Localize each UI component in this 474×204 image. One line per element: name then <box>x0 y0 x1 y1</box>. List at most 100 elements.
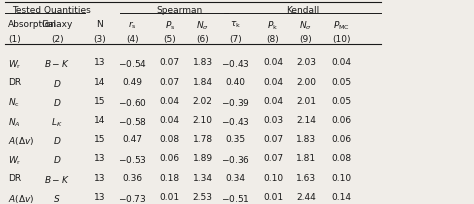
Text: $-0.60$: $-0.60$ <box>118 96 147 107</box>
Text: 0.10: 0.10 <box>263 173 283 182</box>
Text: (4): (4) <box>126 35 138 44</box>
Text: $B-K$: $B-K$ <box>44 58 70 69</box>
Text: $N_A$: $N_A$ <box>8 115 20 128</box>
Text: 13: 13 <box>93 154 105 163</box>
Text: 0.49: 0.49 <box>122 77 142 86</box>
Text: 0.01: 0.01 <box>160 192 180 201</box>
Text: DR: DR <box>8 173 21 182</box>
Text: Kendall: Kendall <box>286 6 319 15</box>
Text: 0.05: 0.05 <box>331 77 351 86</box>
Text: $A(\Delta v)$: $A(\Delta v)$ <box>8 135 34 146</box>
Text: 0.14: 0.14 <box>331 192 351 201</box>
Text: 0.04: 0.04 <box>263 96 283 105</box>
Text: $D$: $D$ <box>53 154 61 165</box>
Text: 1.78: 1.78 <box>192 135 213 144</box>
Text: 0.04: 0.04 <box>160 96 180 105</box>
Text: 0.40: 0.40 <box>226 77 246 86</box>
Text: 1.81: 1.81 <box>296 154 316 163</box>
Text: $D$: $D$ <box>53 135 61 145</box>
Text: 0.06: 0.06 <box>331 115 351 124</box>
Text: $-0.58$: $-0.58$ <box>118 115 147 126</box>
Text: 0.36: 0.36 <box>122 173 142 182</box>
Text: 1.83: 1.83 <box>192 58 213 67</box>
Text: 15: 15 <box>93 135 105 144</box>
Text: 0.08: 0.08 <box>331 154 351 163</box>
Text: 0.06: 0.06 <box>331 135 351 144</box>
Text: $W_{\mathrm{r}}$: $W_{\mathrm{r}}$ <box>8 58 21 70</box>
Text: 14: 14 <box>94 77 105 86</box>
Text: Absorption: Absorption <box>8 20 57 29</box>
Text: $W_{\mathrm{r}}$: $W_{\mathrm{r}}$ <box>8 154 21 166</box>
Text: 2.03: 2.03 <box>296 58 316 67</box>
Text: $S$: $S$ <box>54 192 61 203</box>
Text: 0.04: 0.04 <box>263 77 283 86</box>
Text: (1): (1) <box>8 35 20 44</box>
Text: 0.08: 0.08 <box>160 135 180 144</box>
Text: 13: 13 <box>93 173 105 182</box>
Text: (6): (6) <box>196 35 209 44</box>
Text: $-0.43$: $-0.43$ <box>221 115 250 126</box>
Text: 2.00: 2.00 <box>296 77 316 86</box>
Text: 0.18: 0.18 <box>160 173 180 182</box>
Text: 2.44: 2.44 <box>296 192 316 201</box>
Text: (10): (10) <box>332 35 350 44</box>
Text: 0.10: 0.10 <box>331 173 351 182</box>
Text: 0.05: 0.05 <box>331 96 351 105</box>
Text: $N_\sigma$: $N_\sigma$ <box>300 20 312 32</box>
Text: 2.53: 2.53 <box>192 192 213 201</box>
Text: N: N <box>96 20 103 29</box>
Text: $-0.73$: $-0.73$ <box>118 192 146 203</box>
Text: 0.35: 0.35 <box>226 135 246 144</box>
Text: 1.84: 1.84 <box>192 77 213 86</box>
Text: $N_{\mathrm{c}}$: $N_{\mathrm{c}}$ <box>8 96 20 109</box>
Text: 0.04: 0.04 <box>160 115 180 124</box>
Text: 0.07: 0.07 <box>263 154 283 163</box>
Text: $-0.43$: $-0.43$ <box>221 58 250 69</box>
Text: 0.06: 0.06 <box>160 154 180 163</box>
Text: (8): (8) <box>267 35 280 44</box>
Text: $B-K$: $B-K$ <box>44 173 70 184</box>
Text: 0.01: 0.01 <box>263 192 283 201</box>
Text: $-0.36$: $-0.36$ <box>221 154 250 165</box>
Text: $-0.53$: $-0.53$ <box>118 154 146 165</box>
Text: 1.83: 1.83 <box>296 135 316 144</box>
Text: 2.14: 2.14 <box>296 115 316 124</box>
Text: Galaxy: Galaxy <box>41 20 73 29</box>
Text: (3): (3) <box>93 35 106 44</box>
Text: $D$: $D$ <box>53 77 61 88</box>
Text: 2.02: 2.02 <box>193 96 212 105</box>
Text: (2): (2) <box>51 35 64 44</box>
Text: 1.63: 1.63 <box>296 173 316 182</box>
Text: $-0.39$: $-0.39$ <box>221 96 250 107</box>
Text: $-0.54$: $-0.54$ <box>118 58 147 69</box>
Text: 2.10: 2.10 <box>192 115 213 124</box>
Text: (5): (5) <box>164 35 176 44</box>
Text: 1.34: 1.34 <box>192 173 213 182</box>
Text: 0.07: 0.07 <box>160 77 180 86</box>
Text: 0.34: 0.34 <box>226 173 246 182</box>
Text: 0.04: 0.04 <box>263 58 283 67</box>
Text: $A(\Delta v)$: $A(\Delta v)$ <box>8 192 34 204</box>
Text: $D$: $D$ <box>53 96 61 107</box>
Text: $-0.51$: $-0.51$ <box>221 192 250 203</box>
Text: (7): (7) <box>229 35 242 44</box>
Text: 0.47: 0.47 <box>122 135 142 144</box>
Text: 2.01: 2.01 <box>296 96 316 105</box>
Text: 14: 14 <box>94 115 105 124</box>
Text: $N_\sigma$: $N_\sigma$ <box>196 20 209 32</box>
Text: 13: 13 <box>93 192 105 201</box>
Text: 1.89: 1.89 <box>192 154 213 163</box>
Text: DR: DR <box>8 77 21 86</box>
Text: 0.07: 0.07 <box>160 58 180 67</box>
Text: $L_K$: $L_K$ <box>51 115 63 128</box>
Text: $\tau_{\mathrm{k}}$: $\tau_{\mathrm{k}}$ <box>230 20 241 30</box>
Text: Tested Quantities: Tested Quantities <box>12 6 91 15</box>
Text: $P_{\mathrm{MC}}$: $P_{\mathrm{MC}}$ <box>333 20 350 32</box>
Text: 13: 13 <box>93 58 105 67</box>
Text: Spearman: Spearman <box>156 6 202 15</box>
Text: $P_{\mathrm{k}}$: $P_{\mathrm{k}}$ <box>267 20 279 32</box>
Text: 15: 15 <box>93 96 105 105</box>
Text: (9): (9) <box>300 35 312 44</box>
Text: 0.04: 0.04 <box>331 58 351 67</box>
Text: 0.07: 0.07 <box>263 135 283 144</box>
